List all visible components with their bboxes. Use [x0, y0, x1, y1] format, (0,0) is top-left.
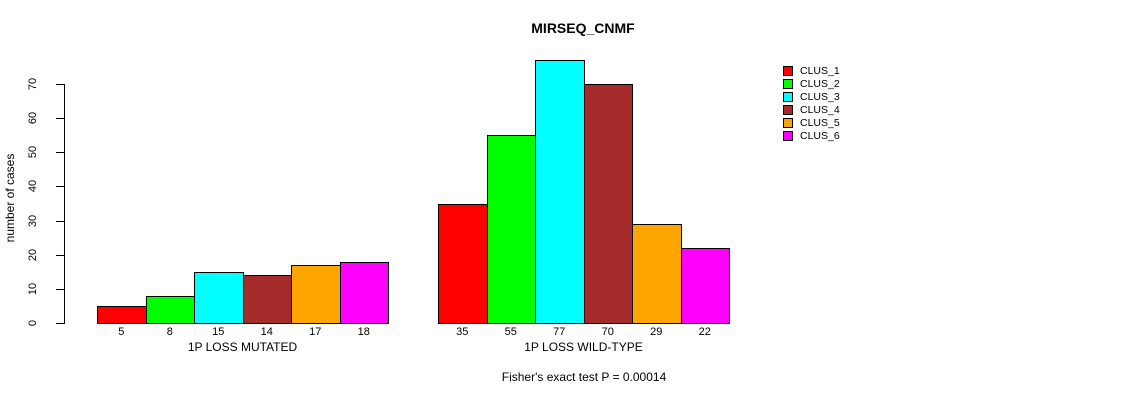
bar-tick-label: 5 — [118, 326, 125, 338]
bar — [97, 305, 147, 324]
y-tick — [56, 255, 64, 256]
bar-tick-label: 55 — [504, 326, 517, 338]
legend-label: CLUS_6 — [800, 130, 840, 142]
legend-swatch — [783, 118, 793, 128]
y-tick-label: 10 — [27, 282, 39, 296]
x-axis-title: 1P LOSS MUTATED — [187, 340, 298, 354]
y-tick-label: 0 — [27, 319, 39, 327]
legend-swatch — [783, 92, 793, 102]
y-axis-line — [64, 84, 65, 324]
y-tick — [56, 186, 64, 187]
bar — [339, 261, 389, 324]
legend-swatch — [783, 131, 793, 141]
legend-label: CLUS_1 — [800, 65, 840, 77]
bar-tick-label: 15 — [212, 326, 225, 338]
y-tick — [56, 323, 64, 324]
pvalue-note: Fisher's exact test P = 0.00014 — [501, 370, 667, 384]
legend-swatch — [783, 105, 793, 115]
y-tick-label: 60 — [27, 111, 39, 125]
bar — [194, 271, 244, 324]
bar — [438, 203, 488, 324]
legend-label: CLUS_5 — [800, 117, 840, 129]
bar — [632, 223, 682, 324]
legend-label: CLUS_3 — [800, 91, 840, 103]
y-tick — [56, 84, 64, 85]
y-tick-label: 30 — [27, 214, 39, 228]
chart-title: MIRSEQ_CNMF — [531, 20, 635, 36]
bar-tick-label: 22 — [698, 326, 711, 338]
legend-label: CLUS_2 — [800, 78, 840, 90]
bar — [242, 275, 292, 324]
y-tick-label: 50 — [27, 145, 39, 159]
legend-label: CLUS_4 — [800, 104, 840, 116]
bar-tick-label: 17 — [309, 326, 322, 338]
y-tick-label: 70 — [27, 77, 39, 91]
bar-tick-label: 29 — [650, 326, 663, 338]
y-tick-label: 20 — [27, 248, 39, 262]
bar-tick-label: 70 — [601, 326, 614, 338]
y-tick — [56, 289, 64, 290]
bar — [291, 264, 341, 324]
bar-tick-label: 14 — [260, 326, 273, 338]
y-tick — [56, 152, 64, 153]
bar-tick-label: 35 — [456, 326, 469, 338]
legend-swatch — [783, 66, 793, 76]
bar — [583, 84, 633, 324]
bar — [680, 247, 730, 324]
legend-swatch — [783, 79, 793, 89]
bar — [535, 60, 585, 324]
bar — [486, 135, 536, 324]
bar — [145, 295, 195, 324]
bar-tick-label: 77 — [553, 326, 566, 338]
bar-tick-label: 8 — [166, 326, 173, 338]
y-tick-label: 40 — [27, 179, 39, 193]
bar-tick-label: 18 — [357, 326, 370, 338]
y-tick — [56, 118, 64, 119]
x-axis-title: 1P LOSS WILD-TYPE — [524, 340, 643, 354]
y-tick — [56, 221, 64, 222]
